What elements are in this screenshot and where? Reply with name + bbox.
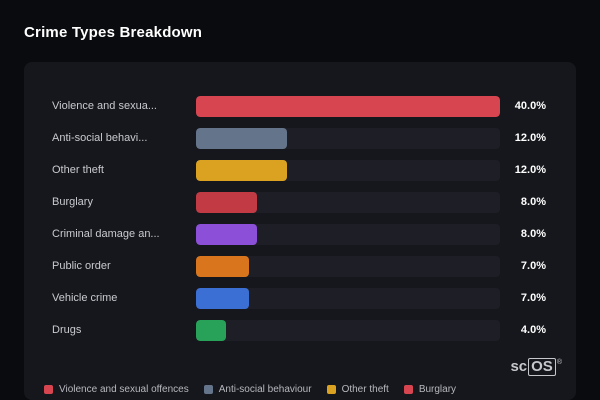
bar-track <box>196 95 500 117</box>
category-label: Drugs <box>52 324 82 336</box>
legend-swatch <box>326 385 336 394</box>
bar-track <box>196 255 500 277</box>
chart-rows: Violence and sexua... 40.0% Anti-social be… <box>24 62 576 346</box>
legend-item[interactable]: Anti-social behaviour <box>203 384 312 395</box>
legend-label: Other theft <box>341 384 389 395</box>
chart-row: Other theft 12.0% <box>52 154 546 186</box>
bar <box>196 255 250 277</box>
bar-track <box>196 191 500 213</box>
category-label: Anti-social behavi... <box>52 132 148 144</box>
chart-panel: Violence and sexua... 40.0% Anti-social be… <box>24 62 576 400</box>
bar-track <box>196 287 500 309</box>
legend-item[interactable]: Other theft <box>326 384 389 395</box>
bar-track <box>196 223 500 245</box>
value-label: 40.0% <box>514 100 546 112</box>
chart-row: Criminal damage an... 8.0% <box>52 218 546 250</box>
category-label: Public order <box>52 260 111 272</box>
bar <box>196 319 227 341</box>
legend-label: Burglary <box>418 384 457 395</box>
value-label: 7.0% <box>520 260 546 272</box>
logo-box-text: OS <box>528 357 556 376</box>
chart-row: Anti-social behavi... 12.0% <box>52 122 546 154</box>
legend-label: Anti-social behaviour <box>218 384 312 395</box>
value-label: 8.0% <box>520 196 546 208</box>
category-label: Other theft <box>52 164 104 176</box>
chart-legend: Violence and sexual offences Anti-social … <box>44 384 456 395</box>
legend-swatch <box>203 385 213 394</box>
legend-swatch <box>44 385 53 394</box>
chart-row: Burglary 8.0% <box>52 186 546 218</box>
legend-item[interactable]: Violence and sexual offences <box>44 384 189 395</box>
bar <box>196 191 257 213</box>
legend-label: Violence and sexual offences <box>59 384 189 395</box>
value-label: 12.0% <box>514 164 546 176</box>
bar <box>196 287 250 309</box>
category-label: Burglary <box>52 196 93 208</box>
scos-logo: sc OS ® <box>510 357 562 376</box>
legend-swatch <box>403 385 413 394</box>
bar <box>196 127 288 149</box>
category-label: Criminal damage an... <box>52 228 160 240</box>
bar-track <box>196 319 500 341</box>
category-label: Vehicle crime <box>52 292 118 304</box>
value-label: 12.0% <box>514 132 546 144</box>
chart-row: Public order 7.0% <box>52 250 546 282</box>
registered-mark: ® <box>556 358 562 366</box>
chart-row: Drugs 4.0% <box>52 314 546 346</box>
chart-row: Vehicle crime 7.0% <box>52 282 546 314</box>
value-label: 4.0% <box>520 324 546 336</box>
bar <box>196 95 500 117</box>
legend-item[interactable]: Burglary <box>403 384 457 395</box>
value-label: 7.0% <box>520 292 546 304</box>
logo-text: sc <box>510 357 528 375</box>
page-title: Crime Types Breakdown <box>24 24 203 41</box>
bar <box>196 159 288 181</box>
value-label: 8.0% <box>520 228 546 240</box>
bar-track <box>196 127 500 149</box>
chart-row: Violence and sexua... 40.0% <box>52 90 546 122</box>
category-label: Violence and sexua... <box>52 100 157 112</box>
bar-track <box>196 159 500 181</box>
bar <box>196 223 257 245</box>
